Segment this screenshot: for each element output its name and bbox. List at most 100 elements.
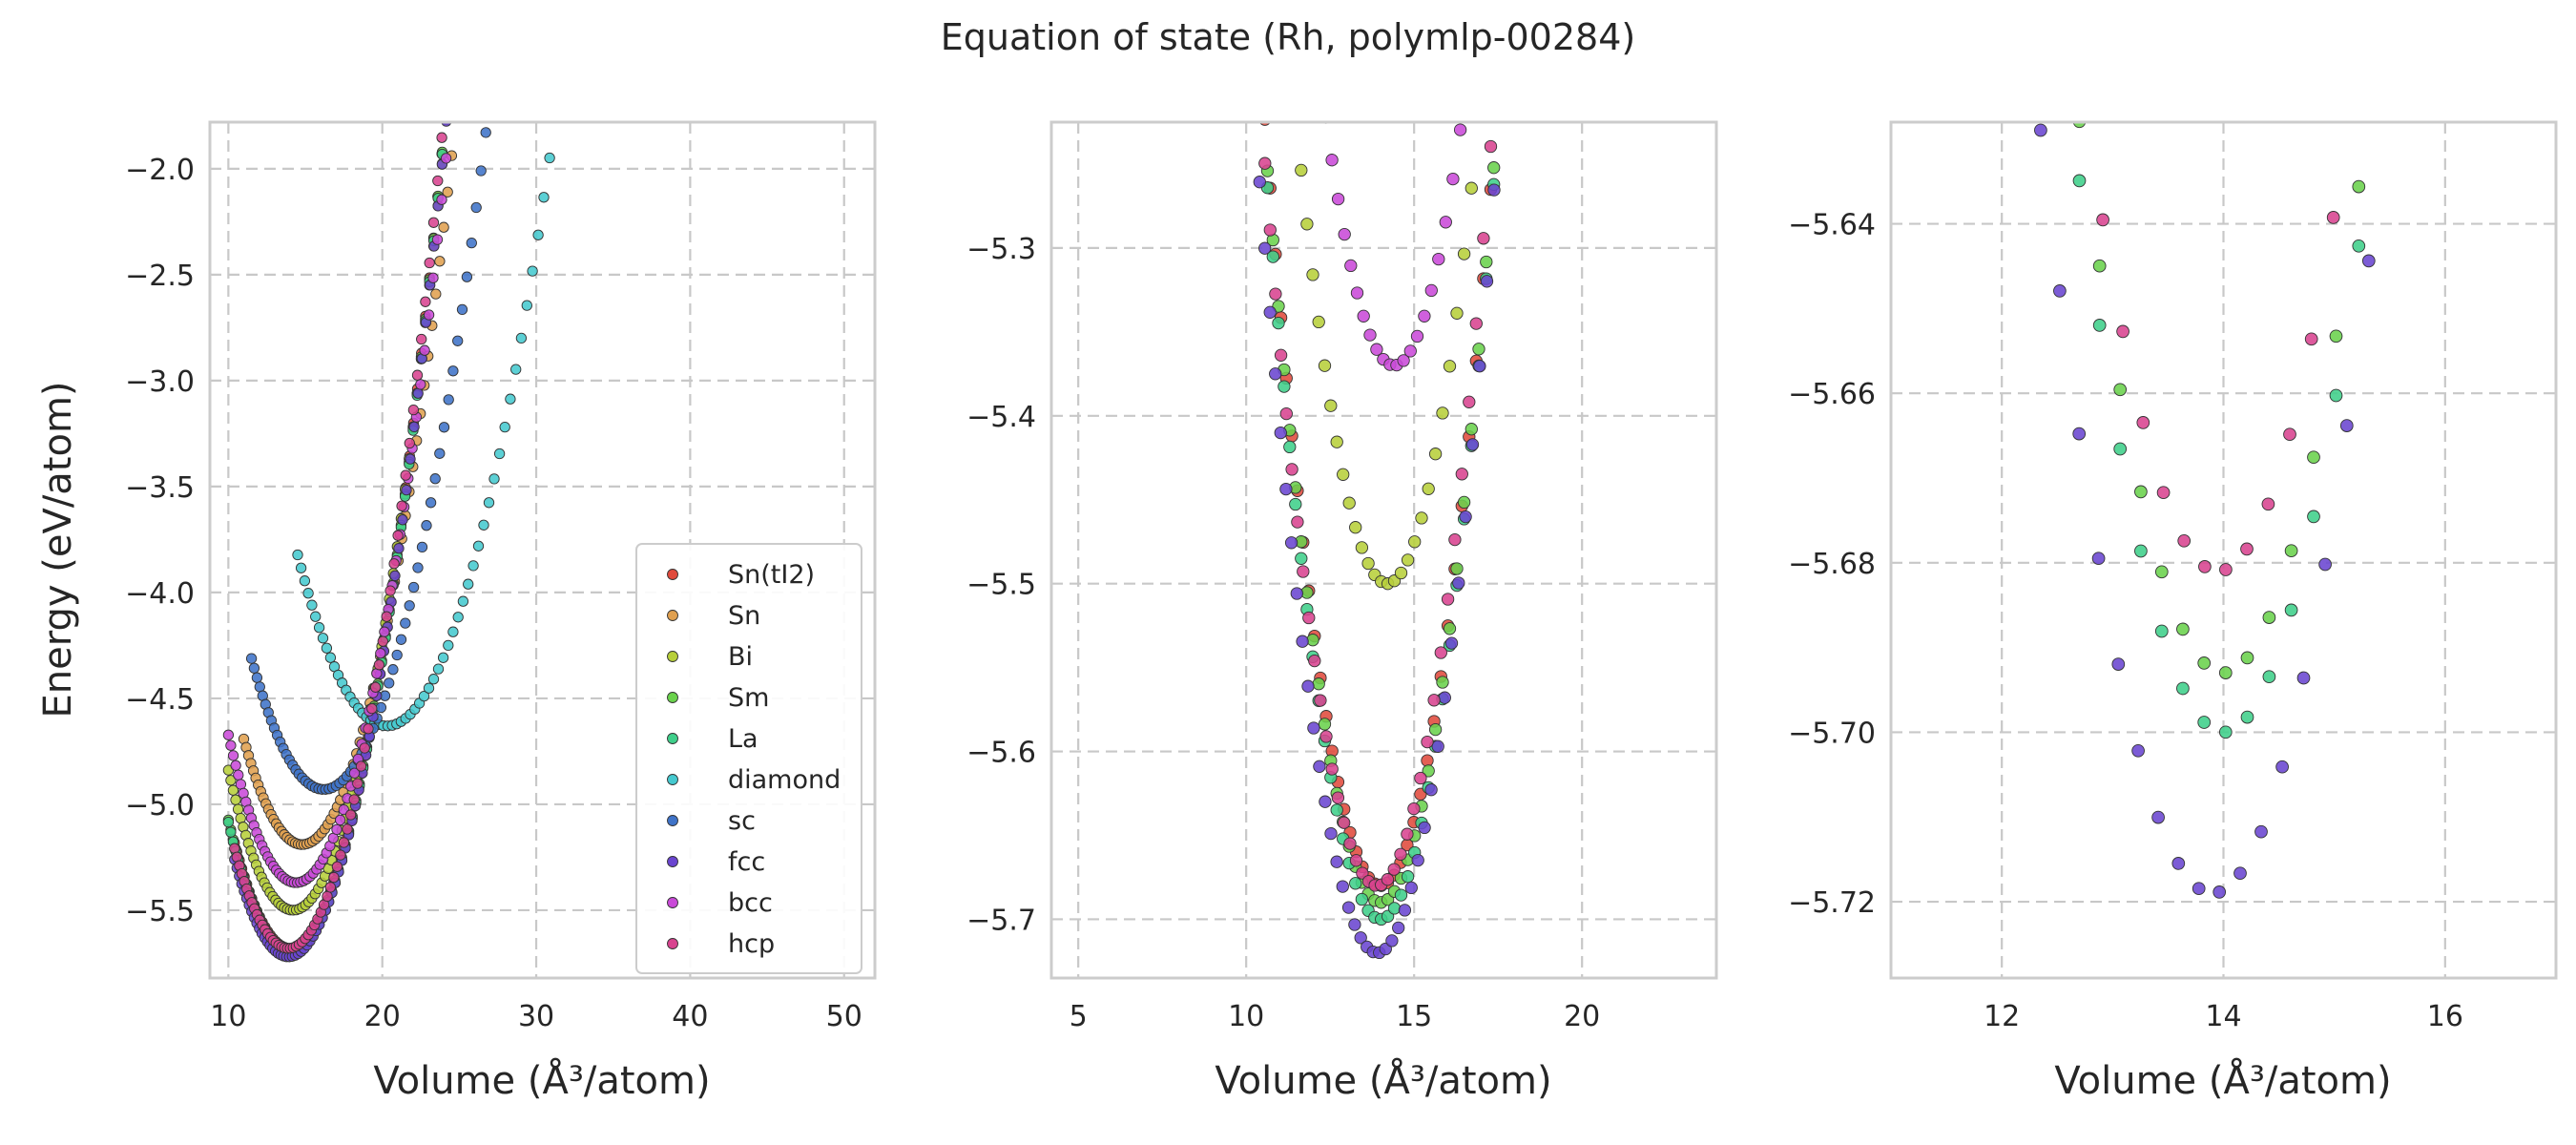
- data-point-diamond: [505, 393, 516, 405]
- legend-marker: [667, 651, 678, 662]
- data-point-sm: [1465, 423, 1478, 436]
- legend-label: Bi: [728, 642, 753, 672]
- data-point-la: [222, 816, 235, 828]
- data-point-fcc: [412, 387, 424, 399]
- data-point-bcc: [415, 379, 426, 390]
- data-point-bi: [1312, 315, 1325, 329]
- data-point-bcc: [227, 750, 239, 761]
- data-point-bcc: [348, 767, 361, 779]
- data-point-sc: [254, 681, 265, 693]
- data-point-bcc: [440, 153, 452, 164]
- data-point-hcp: [352, 778, 364, 789]
- data-point-diamond: [467, 560, 479, 572]
- data-point-diamond: [306, 599, 318, 611]
- data-point-sc: [475, 165, 487, 177]
- data-point-sc: [416, 541, 428, 553]
- data-point-diamond: [423, 682, 435, 694]
- data-point-fcc: [1319, 795, 1332, 808]
- data-point-hcp: [324, 882, 337, 893]
- data-point-sc: [251, 672, 263, 683]
- data-point-diamond: [443, 639, 454, 652]
- data-point-sc: [375, 701, 387, 714]
- data-point-fcc: [1258, 241, 1272, 255]
- data-point-sm: [2134, 485, 2148, 499]
- data-point-hcp: [1314, 694, 1327, 707]
- data-point-la: [2307, 510, 2320, 524]
- data-point-sm: [1312, 677, 1325, 691]
- data-point-sm: [2352, 179, 2366, 194]
- data-point-bcc: [446, 111, 455, 120]
- data-point-hcp: [1394, 847, 1407, 861]
- data-point-hcp: [1455, 468, 1468, 481]
- data-point-sm: [1306, 634, 1319, 647]
- y-tick-label: −5.5: [966, 569, 1036, 602]
- data-point-diamond: [432, 663, 445, 675]
- data-point-bcc: [1370, 343, 1383, 356]
- y-tick-label: −5.6: [966, 737, 1036, 770]
- data-point-fcc: [2361, 254, 2376, 268]
- data-point-hcp: [381, 611, 392, 622]
- data-point-fcc: [1279, 482, 1293, 496]
- data-point-bi: [1342, 496, 1356, 510]
- panel-zoom-2: 12 14 16 −5.64 −5.66 −5.68 −5.70 −5.72 Volume (…: [1788, 120, 2558, 1103]
- data-point-hcp: [2326, 211, 2340, 224]
- data-point-diamond: [427, 674, 440, 685]
- data-point-hcp: [2219, 563, 2233, 576]
- data-point-hcp: [1325, 762, 1339, 776]
- data-point-fcc: [2072, 427, 2087, 441]
- data-point-fcc: [1336, 880, 1349, 893]
- data-point-bcc: [334, 814, 346, 826]
- legend-marker: [667, 569, 678, 580]
- data-point-hcp: [328, 871, 340, 884]
- data-point-diamond: [515, 332, 528, 344]
- data-point-bcc: [1325, 154, 1339, 167]
- data-point-hcp: [2136, 416, 2150, 429]
- data-point-hcp: [2261, 497, 2275, 511]
- data-point-diamond: [488, 473, 500, 485]
- legend-label: fcc: [728, 847, 765, 877]
- y-tick-label: −3.0: [125, 365, 195, 399]
- y-tick-label: −5.3: [966, 233, 1036, 266]
- data-point-bcc: [1338, 227, 1351, 241]
- x-tick-label: 16: [2427, 1000, 2463, 1033]
- data-point-diamond: [317, 633, 329, 644]
- legend-label: bcc: [728, 888, 773, 918]
- data-point-la: [225, 826, 237, 838]
- data-point-bcc: [1410, 329, 1424, 344]
- data-point-hcp: [377, 635, 388, 647]
- data-point-bcc: [427, 272, 439, 283]
- data-point-fcc: [1431, 739, 1444, 753]
- data-point-fcc: [389, 570, 401, 582]
- data-point-fcc: [1392, 921, 1405, 935]
- data-point-fcc: [1307, 721, 1320, 735]
- data-point-bcc: [225, 739, 237, 751]
- legend-marker: [667, 856, 678, 867]
- data-point-fcc: [408, 421, 420, 433]
- data-point-hcp: [1477, 232, 1490, 245]
- data-point-bcc: [1439, 216, 1452, 229]
- data-point-fcc: [1473, 360, 1486, 373]
- data-point-fcc: [2053, 284, 2067, 298]
- data-point-fcc: [393, 543, 405, 554]
- data-point-hcp: [344, 809, 357, 821]
- y-tick-label: −5.66: [1788, 378, 1876, 411]
- data-point-sc: [404, 600, 415, 612]
- data-point-fcc: [1444, 636, 1459, 650]
- data-point-diamond: [310, 611, 322, 622]
- panel-overview: 10 20 30 40 50 −2.0 −2.5 −3.0 −3.5 −4.0 −4.5 −5.0 −5…: [36, 111, 877, 1103]
- data-point-bi: [1355, 541, 1369, 554]
- data-point-hcp: [1269, 287, 1282, 301]
- data-point-bi: [1337, 468, 1350, 481]
- data-point-hcp: [1407, 802, 1421, 816]
- data-point-sm: [1480, 255, 1493, 269]
- data-point-fcc: [2254, 824, 2268, 839]
- data-point-sc: [384, 677, 395, 689]
- data-point-hcp: [411, 369, 424, 381]
- legend: Sn(tI2) Sn Bi Sm La diamond sc fcc bcc hcp: [635, 543, 862, 974]
- data-point-hcp: [1434, 646, 1447, 659]
- data-point-sn: [430, 288, 442, 300]
- data-point-diamond: [463, 578, 474, 590]
- data-point-fcc: [1354, 931, 1367, 945]
- data-point-hcp: [2240, 542, 2254, 556]
- legend-label: Sn: [728, 601, 760, 631]
